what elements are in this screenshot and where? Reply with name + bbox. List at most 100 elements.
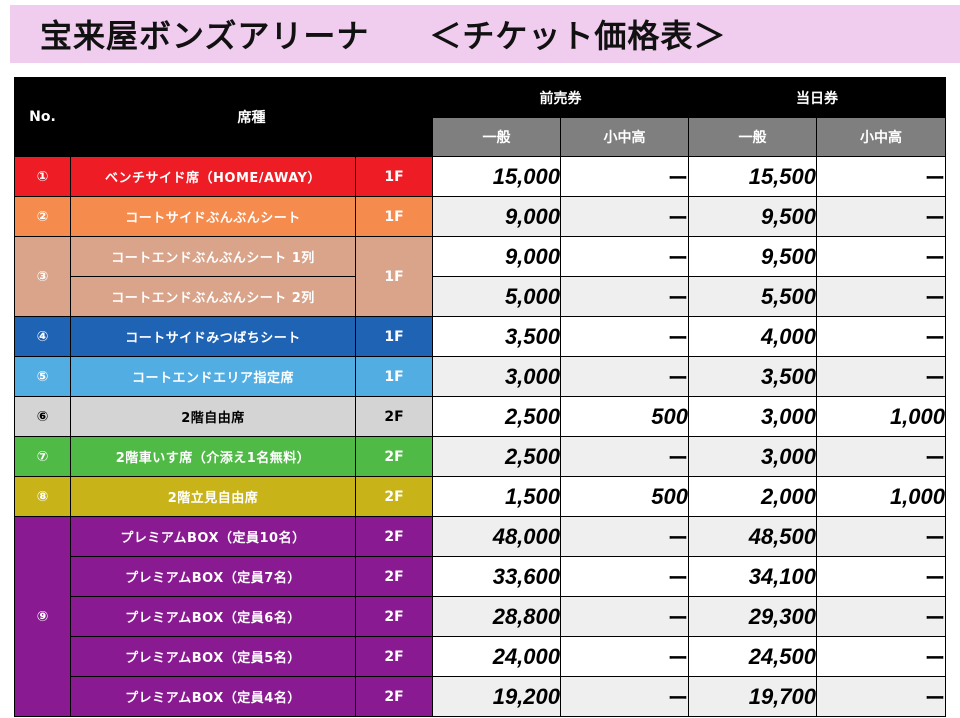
advance-student-price: ー — [560, 236, 689, 277]
header-advance: 前売券 — [432, 77, 689, 118]
row-number: ⑦ — [14, 436, 71, 477]
sameday-student-price: ー — [816, 636, 946, 677]
sameday-general-price: 9,500 — [688, 236, 817, 277]
sameday-general-price: 15,500 — [688, 156, 817, 197]
table-row: ⑨ プレミアムBOX（定員10名） 2F 48,000 ー 48,500 ー — [14, 516, 946, 717]
price-table-body: ① ベンチサイド席（HOME/AWAY） 1F 15,000 ー 15,500 ー ② コートサ… — [14, 156, 946, 717]
page-title: 宝来屋ボンズアリーナ — [40, 17, 370, 55]
advance-general-price: 3,500 — [432, 316, 561, 357]
advance-general-price: 1,500 — [432, 476, 561, 517]
table-row: ② コートサイドぶんぶんシート 1F 9,000 ー 9,500 ー — [14, 196, 946, 237]
seat-name: コートサイドぶんぶんシート — [70, 196, 356, 237]
floor-label: 1F — [355, 236, 433, 317]
advance-student-price: ー — [560, 436, 689, 477]
advance-general-price: 9,000 — [432, 196, 561, 237]
advance-student-price: ー — [560, 356, 689, 397]
seat-name: プレミアムBOX（定員10名） — [70, 516, 356, 557]
table-row: ① ベンチサイド席（HOME/AWAY） 1F 15,000 ー 15,500 ー — [14, 156, 946, 197]
table-row: プレミアムBOX（定員5名） 2F 24,000 ー 24,500 ー — [15, 636, 946, 677]
sameday-student-price: ー — [816, 356, 946, 397]
floor-label: 2F — [355, 596, 433, 637]
table-row: コートエンドぶんぶんシート 2列 5,000 ー 5,500 ー — [15, 276, 946, 317]
floor-label: 2F — [355, 516, 433, 557]
advance-student-price: ー — [560, 636, 689, 677]
title-bar: 宝来屋ボンズアリーナ ＜チケット価格表＞ — [10, 5, 960, 63]
sameday-student-price: ー — [816, 516, 946, 557]
floor-label: 2F — [355, 436, 433, 477]
seat-name: プレミアムBOX（定員7名） — [70, 556, 356, 597]
seat-name: コートエンドぶんぶんシート 2列 — [70, 276, 356, 317]
advance-student-price: ー — [560, 676, 689, 717]
advance-general-price: 48,000 — [432, 516, 561, 557]
table-row: プレミアムBOX（定員4名） 2F 19,200 ー 19,700 ー — [15, 676, 946, 717]
header-advance-student: 小中高 — [560, 117, 689, 157]
advance-student-price: ー — [560, 196, 689, 237]
sameday-student-price: ー — [816, 556, 946, 597]
sameday-student-price: ー — [816, 596, 946, 637]
seat-name: ベンチサイド席（HOME/AWAY） — [70, 156, 356, 197]
header-sameday-general: 一般 — [688, 117, 817, 157]
header-no: No. — [14, 77, 71, 157]
table-row: ⑦ 2階車いす席（介添え1名無料） 2F 2,500 ー 3,000 ー — [14, 436, 946, 477]
header-sameday-student: 小中高 — [816, 117, 946, 157]
floor-label: 1F — [355, 316, 433, 357]
sameday-general-price: 48,500 — [688, 516, 817, 557]
sameday-general-price: 3,000 — [688, 436, 817, 477]
sameday-student-price: ー — [816, 196, 946, 237]
header-advance-general: 一般 — [432, 117, 561, 157]
sameday-general-price: 24,500 — [688, 636, 817, 677]
floor-label: 2F — [355, 556, 433, 597]
floor-label: 2F — [355, 636, 433, 677]
advance-student-price: ー — [560, 156, 689, 197]
sameday-general-price: 3,500 — [688, 356, 817, 397]
sameday-student-price: 1,000 — [816, 476, 946, 517]
sameday-general-price: 3,000 — [688, 396, 817, 437]
sameday-general-price: 4,000 — [688, 316, 817, 357]
advance-student-price: ー — [560, 516, 689, 557]
advance-student-price: 500 — [560, 396, 689, 437]
header-sameday: 当日券 — [688, 77, 946, 118]
sameday-student-price: ー — [816, 316, 946, 357]
advance-general-price: 9,000 — [432, 236, 561, 277]
seat-name: 2階立見自由席 — [70, 476, 356, 517]
table-row: プレミアムBOX（定員6名） 2F 28,800 ー 29,300 ー — [15, 596, 946, 637]
advance-student-price: 500 — [560, 476, 689, 517]
floor-label: 1F — [355, 196, 433, 237]
sameday-student-price: 1,000 — [816, 396, 946, 437]
floor-label: 1F — [355, 156, 433, 197]
sameday-general-price: 29,300 — [688, 596, 817, 637]
sameday-general-price: 5,500 — [688, 276, 817, 317]
table-row: ③ コートエンドぶんぶんシート 1列 1F 9,000 ー 9,500 ー — [14, 236, 946, 317]
page-subtitle: ＜チケット価格表＞ — [429, 17, 727, 55]
table-row: プレミアムBOX（定員7名） 2F 33,600 ー 34,100 ー — [15, 556, 946, 597]
seat-name: コートエンドエリア指定席 — [70, 356, 356, 397]
row-number: ② — [14, 196, 71, 237]
table-row: ⑤ コートエンドエリア指定席 1F 3,000 ー 3,500 ー — [14, 356, 946, 397]
advance-student-price: ー — [560, 276, 689, 317]
sameday-general-price: 9,500 — [688, 196, 817, 237]
table-row: ④ コートサイドみつばちシート 1F 3,500 ー 4,000 ー — [14, 316, 946, 357]
sameday-student-price: ー — [816, 676, 946, 717]
row-number: ④ — [14, 316, 71, 357]
advance-general-price: 2,500 — [432, 396, 561, 437]
advance-general-price: 3,000 — [432, 356, 561, 397]
advance-general-price: 15,000 — [432, 156, 561, 197]
floor-label: 2F — [355, 396, 433, 437]
advance-general-price: 24,000 — [432, 636, 561, 677]
advance-student-price: ー — [560, 316, 689, 357]
row-number: ⑨ — [14, 516, 71, 717]
advance-general-price: 5,000 — [432, 276, 561, 317]
sameday-student-price: ー — [816, 276, 946, 317]
seat-name: 2階自由席 — [70, 396, 356, 437]
advance-student-price: ー — [560, 596, 689, 637]
seat-name: コートサイドみつばちシート — [70, 316, 356, 357]
floor-label: 2F — [355, 676, 433, 717]
table-row: ⑧ 2階立見自由席 2F 1,500 500 2,000 1,000 — [14, 476, 946, 517]
price-table: No. 席種 前売券 当日券 一般 小中高 一般 小中高 ① ベンチサイド席（HO… — [14, 77, 946, 717]
row-number: ⑥ — [14, 396, 71, 437]
sameday-general-price: 2,000 — [688, 476, 817, 517]
seat-name: コートエンドぶんぶんシート 1列 — [70, 236, 356, 277]
row-number: ③ — [14, 236, 71, 317]
seat-name: プレミアムBOX（定員6名） — [70, 596, 356, 637]
seat-name: プレミアムBOX（定員5名） — [70, 636, 356, 677]
